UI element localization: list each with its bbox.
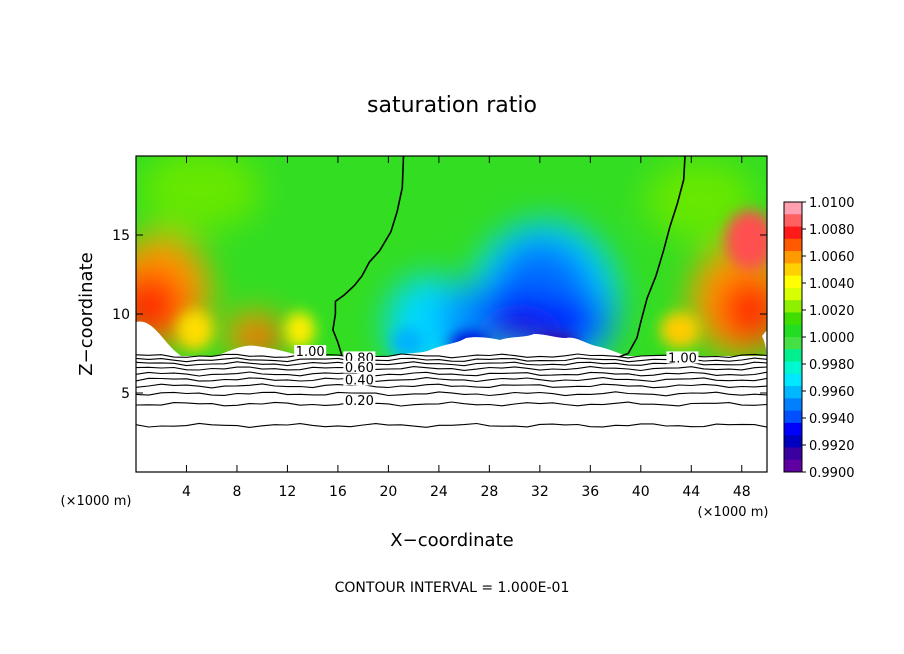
colorbar-swatch [784,238,802,252]
contour-label-bg [343,351,376,364]
colorbar-swatch [784,349,802,363]
isoline-0.40 [136,383,767,389]
saturation-contour-left [332,156,405,356]
contour-label: 0.60 [345,361,374,376]
colorbar-swatch [784,287,802,301]
x-tick-label: 40 [632,484,650,500]
contour-label-bg [666,351,699,364]
colorbar-swatch [784,337,802,350]
chart-title: saturation ratio [367,93,537,118]
x-tick-label: 44 [682,484,700,500]
contour-lines [136,156,767,428]
colorbar-swatch [784,373,802,387]
x-axis-label: X−coordinate [390,530,513,551]
colorbar: 1.0100 1.0080 1.0060 1.0040 1.0020 1.0000 0.99… [783,196,855,481]
x-tick-label: 16 [329,484,347,500]
x-unit-left: (×1000 m) [61,494,132,509]
colorbar-swatch [784,422,802,436]
y-axis-label: Z−coordinate [76,252,97,375]
colorbar-swatch [784,435,802,448]
colorbar-swatch [784,251,802,264]
x-tick-label: 20 [379,484,397,500]
x-tick-label: 32 [531,484,549,500]
x-tick-label: 28 [480,484,498,500]
x-tick-label: 24 [430,484,448,500]
saturation-contour-right [619,156,686,358]
contour-label-bg [343,360,376,373]
contour-label-bg [343,394,376,407]
y-tick-label: 5 [121,386,130,402]
contour-label: 0.40 [345,374,374,389]
colorbar-label: 1.0040 [809,277,855,292]
isoline-0.10 [136,422,767,428]
colorbar-swatch [784,398,802,412]
colorbar-label: 1.0020 [809,304,855,319]
colorbar-label: 1.0000 [809,331,855,346]
x-tick-label: 12 [279,484,297,500]
colorbar-label: 1.0080 [809,223,855,238]
colorbar-swatch [784,300,802,313]
colorbar-swatch [784,447,802,461]
contour-label-bg [294,345,327,358]
contour-label: 0.20 [345,394,374,409]
colorbar-swatch [784,226,802,240]
contour-label-bg [343,373,376,386]
isoline-0.80 [136,361,767,367]
colorbar-swatch [784,214,802,228]
colorbar-swatch [784,459,802,473]
isoline-0.70 [136,366,767,372]
y-tick-label: 15 [112,228,130,244]
x-tick-label: 36 [581,484,599,500]
contour-label: 1.00 [296,345,325,360]
colorbar-swatch [784,202,802,215]
colorbar-swatch [784,275,802,289]
contour-label: 1.00 [668,351,697,366]
x-tick-label: 8 [232,484,241,500]
x-tick-label: 48 [733,484,751,500]
isoline-0.60 [136,371,767,377]
colorbar-label: 1.0060 [809,250,855,265]
colorbar-swatch [784,324,802,338]
colorbar-label: 0.9940 [809,412,855,427]
isoline-0.50 [136,377,767,383]
isoline-0.30 [136,391,767,397]
colorbar-swatch [784,361,802,375]
colorbar-swatch [784,312,802,326]
colorbar-label: 0.9920 [809,439,855,454]
x-tick-label: 4 [182,484,191,500]
contour-interval-note: CONTOUR INTERVAL = 1.000E-01 [335,580,570,596]
colorbar-label: 1.0100 [809,196,855,211]
isoline-0.90 [136,357,767,363]
colorbar-label: 0.9980 [809,358,855,373]
color-field [136,156,767,472]
colorbar-label: 0.9960 [809,385,855,400]
colorbar-swatch [784,263,802,277]
colorbar-swatch [784,410,802,424]
y-tick-label: 10 [112,307,130,323]
x-unit-right: (×1000 m) [698,505,769,520]
colorbar-label: 0.9900 [809,466,855,481]
isoline-1.00 [136,353,767,359]
isoline-0.20 [136,401,767,407]
colorbar-swatch [784,386,802,399]
